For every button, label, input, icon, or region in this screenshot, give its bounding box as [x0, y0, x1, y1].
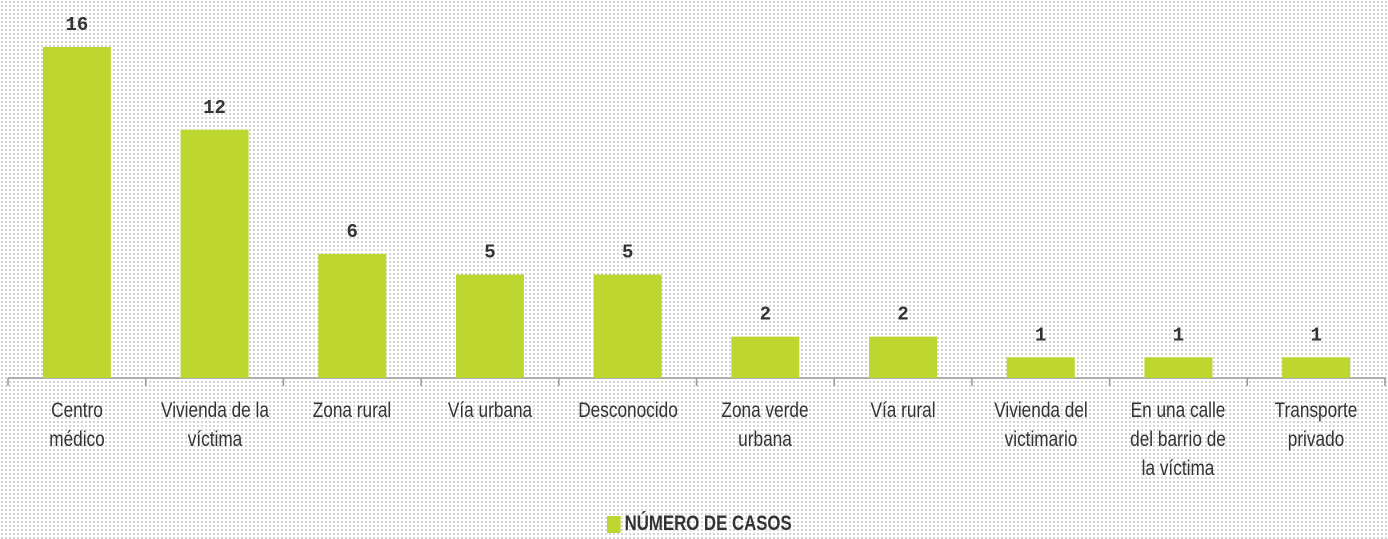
bar	[318, 253, 387, 378]
value-label: 2	[897, 304, 908, 326]
x-tick-label: Vía urbana	[447, 399, 533, 422]
x-tick-label: Vivienda de la víctima	[160, 399, 269, 451]
x-tick-label: Transporte privado	[1274, 399, 1358, 451]
bar	[593, 274, 662, 378]
x-tick-label: Zona verde urbana	[721, 399, 809, 451]
value-label: 16	[65, 14, 88, 36]
value-label: 2	[760, 304, 771, 326]
bar	[180, 129, 249, 378]
bar	[42, 47, 111, 378]
legend: NÚMERO DE CASOS	[607, 512, 792, 536]
bar	[1006, 357, 1075, 378]
value-label: 1	[1173, 324, 1184, 346]
bar	[731, 336, 800, 378]
legend-swatch	[607, 515, 621, 533]
value-label: 1	[1035, 324, 1046, 346]
value-label: 12	[203, 97, 226, 119]
bar	[869, 336, 938, 378]
x-tick-label: Vía rural	[870, 399, 936, 422]
x-tick-label: Centro médico	[49, 399, 105, 451]
bar	[455, 274, 524, 378]
value-label: 1	[1310, 324, 1321, 346]
value-label: 5	[484, 242, 495, 264]
x-tick-label: Desconocido	[577, 399, 678, 422]
x-tick-label: En una calle del barrio de la víctima	[1130, 399, 1227, 480]
value-label: 6	[347, 221, 358, 243]
bar	[1144, 357, 1213, 378]
x-tick-label: Vivienda del victimario	[993, 399, 1088, 451]
bar	[1282, 357, 1351, 378]
value-label: 5	[622, 242, 633, 264]
x-tick-label: Zona rural	[313, 399, 392, 422]
legend-label: NÚMERO DE CASOS	[624, 512, 792, 535]
